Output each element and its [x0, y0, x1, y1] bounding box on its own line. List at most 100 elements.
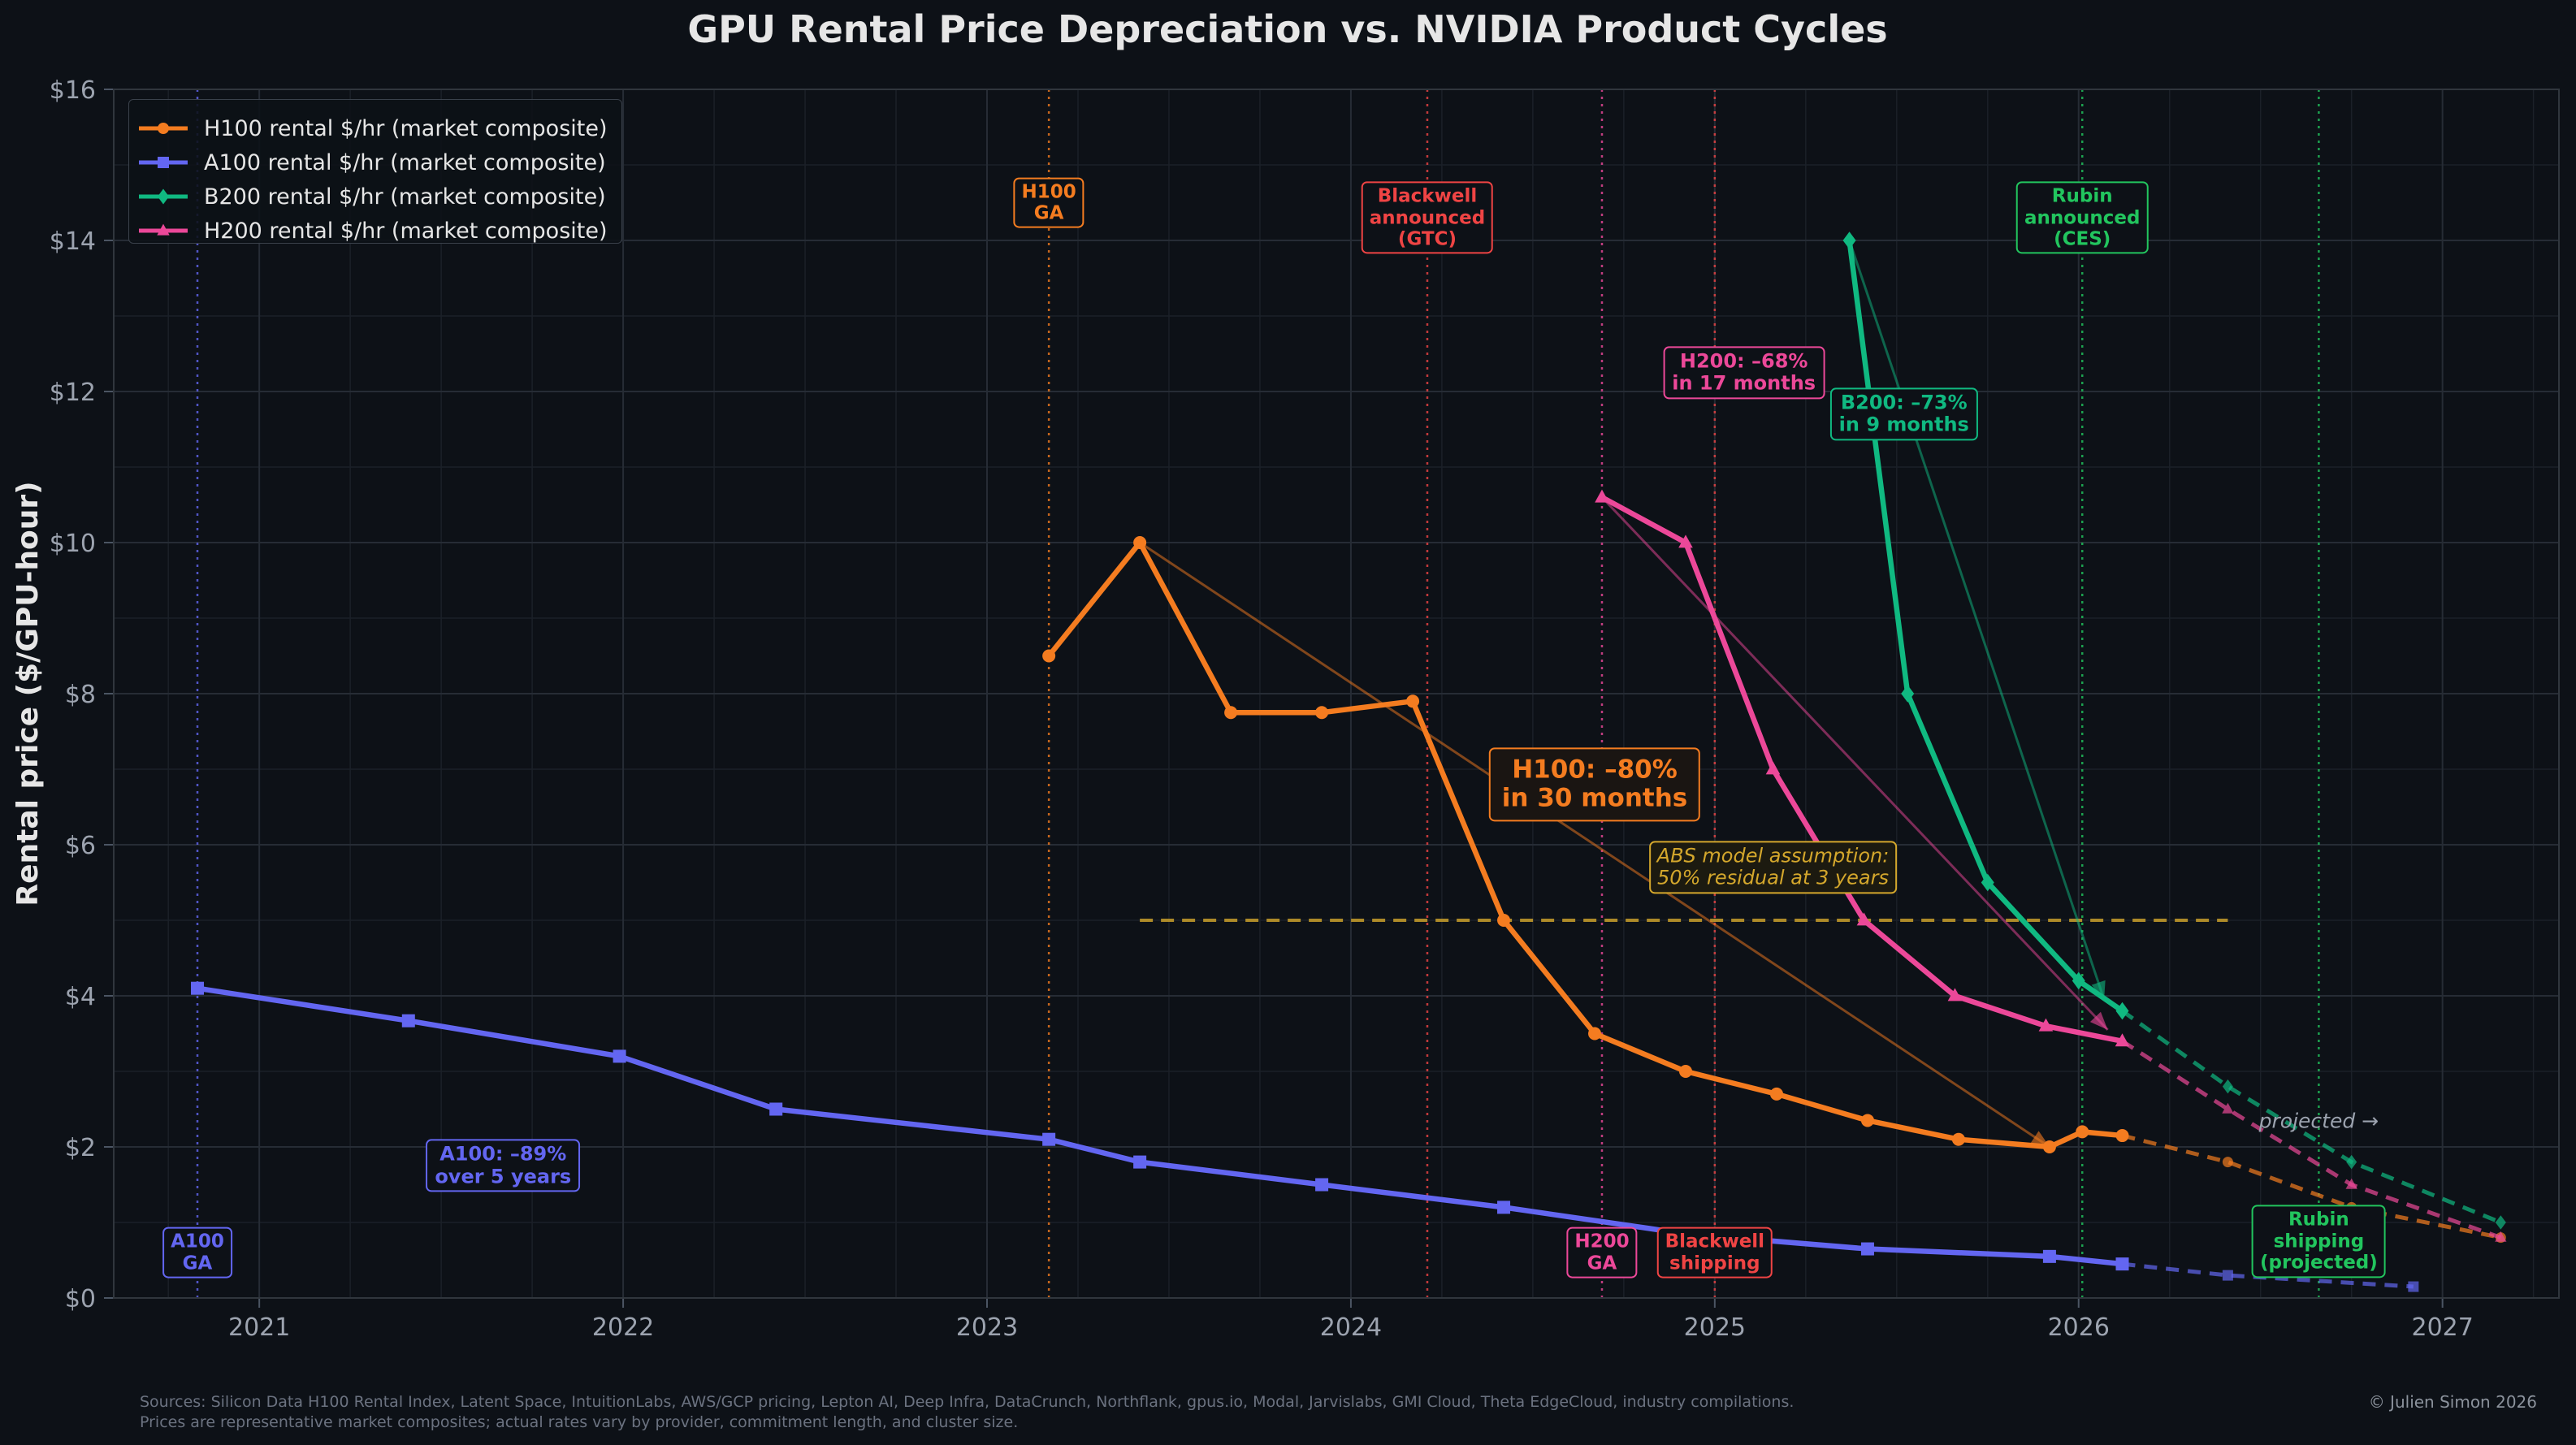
data-point-h100: [1860, 1114, 1874, 1127]
data-point-h200: [1765, 761, 1781, 775]
event-label-blackwell-announced-line: Blackwell: [1377, 185, 1478, 207]
data-point-h100: [1133, 536, 1147, 549]
event-label-rubin-announced-line: (CES): [2054, 228, 2111, 250]
annotation-a100: A100: –89% over 5 years: [426, 1139, 581, 1192]
annotation-h100-line: H100: –80%: [1512, 754, 1678, 784]
y-tick-label: $4: [65, 983, 96, 1011]
chart-title: GPU Rental Price Depreciation vs. NVIDIA…: [687, 7, 1887, 51]
data-point-h100: [2115, 1129, 2129, 1143]
projection-point-a100: [2222, 1270, 2233, 1281]
event-label-h200-ga: H200 GA: [1566, 1227, 1638, 1278]
projection-point-b200: [2346, 1154, 2357, 1170]
event-label-blackwell-shipping-line: shipping: [1669, 1252, 1760, 1274]
data-point-a100: [613, 1049, 626, 1063]
trend-arrow-line: [1139, 541, 2050, 1149]
x-tick-label: 2024: [1320, 1313, 1382, 1342]
data-point-h100: [1497, 914, 1511, 927]
annotation-a100-line: over 5 years: [435, 1165, 572, 1188]
event-label-blackwell-shipping-line: Blackwell: [1665, 1231, 1765, 1252]
trend-arrow-line: [1600, 496, 2109, 1031]
data-point-h100: [1406, 694, 1420, 708]
event-label-blackwell-shipping: Blackwell shipping: [1656, 1227, 1773, 1278]
event-label-rubin-shipping-line: (projected): [2259, 1252, 2378, 1274]
data-point-b200: [1901, 685, 1915, 703]
data-point-b200: [1981, 873, 1994, 892]
event-label-rubin-announced-line: Rubin: [2051, 185, 2113, 207]
sources-line: Sources: Silicon Data H100 Rental Index,…: [140, 1393, 1795, 1411]
legend-item-b200: B200 rental $/hr (market composite): [129, 180, 621, 214]
legend-item-a100: A100 rental $/hr (market composite): [129, 145, 621, 180]
trend-arrow-head: [2089, 1011, 2108, 1030]
y-tick-label: $10: [50, 530, 96, 558]
y-tick-label: $16: [50, 76, 96, 105]
data-point-h200: [1678, 534, 1693, 548]
x-tick-label: 2026: [2048, 1313, 2110, 1342]
legend-swatch-h200: [139, 223, 188, 236]
axes-frame: [113, 89, 2560, 1299]
data-point-a100: [1860, 1242, 1874, 1256]
x-tick-label: 2023: [956, 1313, 1018, 1342]
series-line-a100: [194, 985, 2125, 1267]
event-label-rubin-shipping-line: Rubin: [2288, 1209, 2349, 1231]
event-label-rubin-announced: Rubin announced (CES): [2015, 181, 2149, 254]
data-point-h100: [1679, 1065, 1692, 1078]
data-point-a100: [401, 1014, 415, 1028]
projection-point-h200: [2495, 1231, 2507, 1242]
event-label-h100-ga-line: H100: [1021, 181, 1076, 203]
y-tick-label: $12: [50, 379, 96, 407]
legend-swatch-marker: [158, 123, 169, 134]
data-point-h200: [2115, 1033, 2130, 1047]
event-label-blackwell-announced: Blackwell announced (GTC): [1361, 181, 1494, 254]
event-label-h200-ga-line: H200: [1574, 1231, 1630, 1252]
event-label-h100-ga: H100 GA: [1013, 177, 1085, 228]
annotation-b200: B200: –73% in 9 months: [1829, 387, 1978, 441]
data-point-a100: [2042, 1249, 2056, 1263]
event-label-h200-ga-line: GA: [1587, 1252, 1617, 1274]
legend-swatch-marker: [158, 188, 169, 205]
data-point-h100: [1588, 1027, 1602, 1040]
projection-line-b200: [2121, 1009, 2502, 1225]
data-point-b200: [1842, 231, 1856, 249]
projection-point-b200: [2222, 1079, 2233, 1094]
annotation-a100-line: A100: –89%: [439, 1142, 567, 1166]
annotation-h200-line: H200: –68%: [1679, 349, 1808, 373]
event-label-h100-ga-line: GA: [1033, 202, 1064, 224]
annotation-h100: H100: –80% in 30 months: [1488, 746, 1701, 822]
data-point-a100: [191, 981, 205, 995]
projection-line-a100: [2122, 1261, 2414, 1289]
data-point-h100: [1042, 649, 1056, 663]
data-point-a100: [769, 1102, 783, 1116]
event-label-a100-ga: A100 GA: [162, 1227, 232, 1278]
data-point-a100: [2115, 1257, 2129, 1271]
x-tick-label: 2025: [1684, 1313, 1746, 1342]
legend-swatch-marker: [158, 157, 169, 168]
data-point-h100: [2076, 1125, 2089, 1139]
copyright: © Julien Simon 2026: [2368, 1392, 2537, 1412]
legend: H100 rental $/hr (market composite) A100…: [128, 99, 622, 244]
annotation-h100-line: in 30 months: [1501, 783, 1688, 813]
event-label-rubin-shipping-line: shipping: [2273, 1231, 2365, 1252]
legend-swatch-b200: [139, 188, 188, 205]
legend-swatch-a100: [139, 157, 188, 168]
abs-model-note: ABS model assumption: 50% residual at 3 y…: [1648, 841, 1898, 894]
projection-point-h100: [2222, 1157, 2233, 1168]
data-point-a100: [1133, 1155, 1147, 1169]
projection-line-h200: [2121, 1039, 2502, 1239]
y-tick-label: $0: [65, 1285, 96, 1313]
sources-caveat: Prices are representative market composi…: [140, 1413, 1019, 1431]
y-tick-label: $6: [65, 832, 96, 860]
data-point-b200: [2115, 1002, 2129, 1020]
data-point-h200: [2038, 1018, 2054, 1032]
event-label-rubin-shipping: Rubin shipping (projected): [2251, 1205, 2386, 1278]
projection-point-b200: [2495, 1215, 2506, 1230]
y-tick-label: $14: [50, 227, 96, 256]
data-point-h200: [1947, 988, 1963, 1002]
projection-point-h200: [2222, 1102, 2234, 1114]
event-label-a100-ga-line: A100: [171, 1231, 224, 1252]
legend-label-b200: B200 rental $/hr (market composite): [204, 184, 606, 210]
data-point-h100: [1769, 1087, 1783, 1101]
data-point-b200: [2072, 971, 2085, 990]
data-point-h100: [1315, 706, 1329, 720]
annotation-b200-line: in 9 months: [1838, 413, 1969, 436]
trend-arrow-line: [1848, 240, 2106, 1001]
